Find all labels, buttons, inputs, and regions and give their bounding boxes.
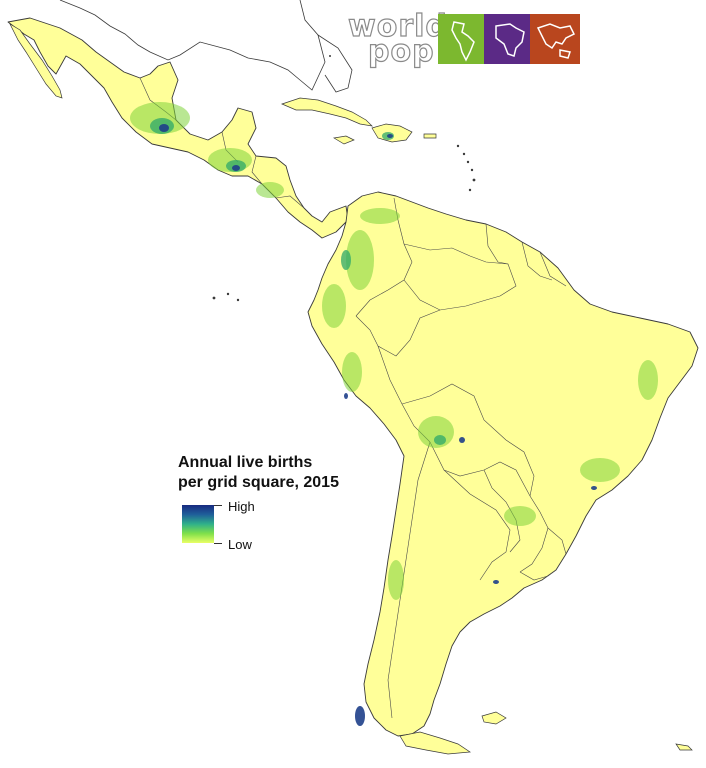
legend-low-label: Low	[228, 537, 252, 552]
logo-word-world: world	[347, 9, 448, 44]
birth-density-layer	[130, 102, 658, 726]
asia-tile-icon	[530, 14, 580, 64]
legend-tick-high	[214, 505, 222, 506]
south-georgia	[675, 743, 693, 751]
falkland-islands	[481, 711, 507, 725]
north-america-coast	[59, 0, 326, 91]
legend-tick-low	[214, 543, 222, 544]
map-legend: Annual live births per grid square, 2015…	[178, 453, 398, 552]
hispaniola	[371, 123, 413, 143]
puerto-rico	[423, 133, 437, 139]
africa-tile-icon	[484, 14, 534, 64]
jamaica	[333, 135, 355, 145]
florida-coast	[317, 34, 353, 93]
americas-tile-icon	[438, 14, 488, 64]
tierra-del-fuego	[399, 731, 472, 755]
worldpop-logo: world pop	[347, 9, 588, 69]
baja-california	[9, 23, 63, 99]
south-america	[307, 191, 699, 737]
lesser-antilles	[212, 55, 476, 302]
legend-high-label: High	[228, 499, 255, 514]
legend-title: Annual live births per grid square, 2015	[178, 454, 339, 491]
logo-word-pop: pop	[367, 34, 435, 69]
cuba	[281, 97, 374, 127]
legend-color-ramp	[182, 505, 214, 543]
